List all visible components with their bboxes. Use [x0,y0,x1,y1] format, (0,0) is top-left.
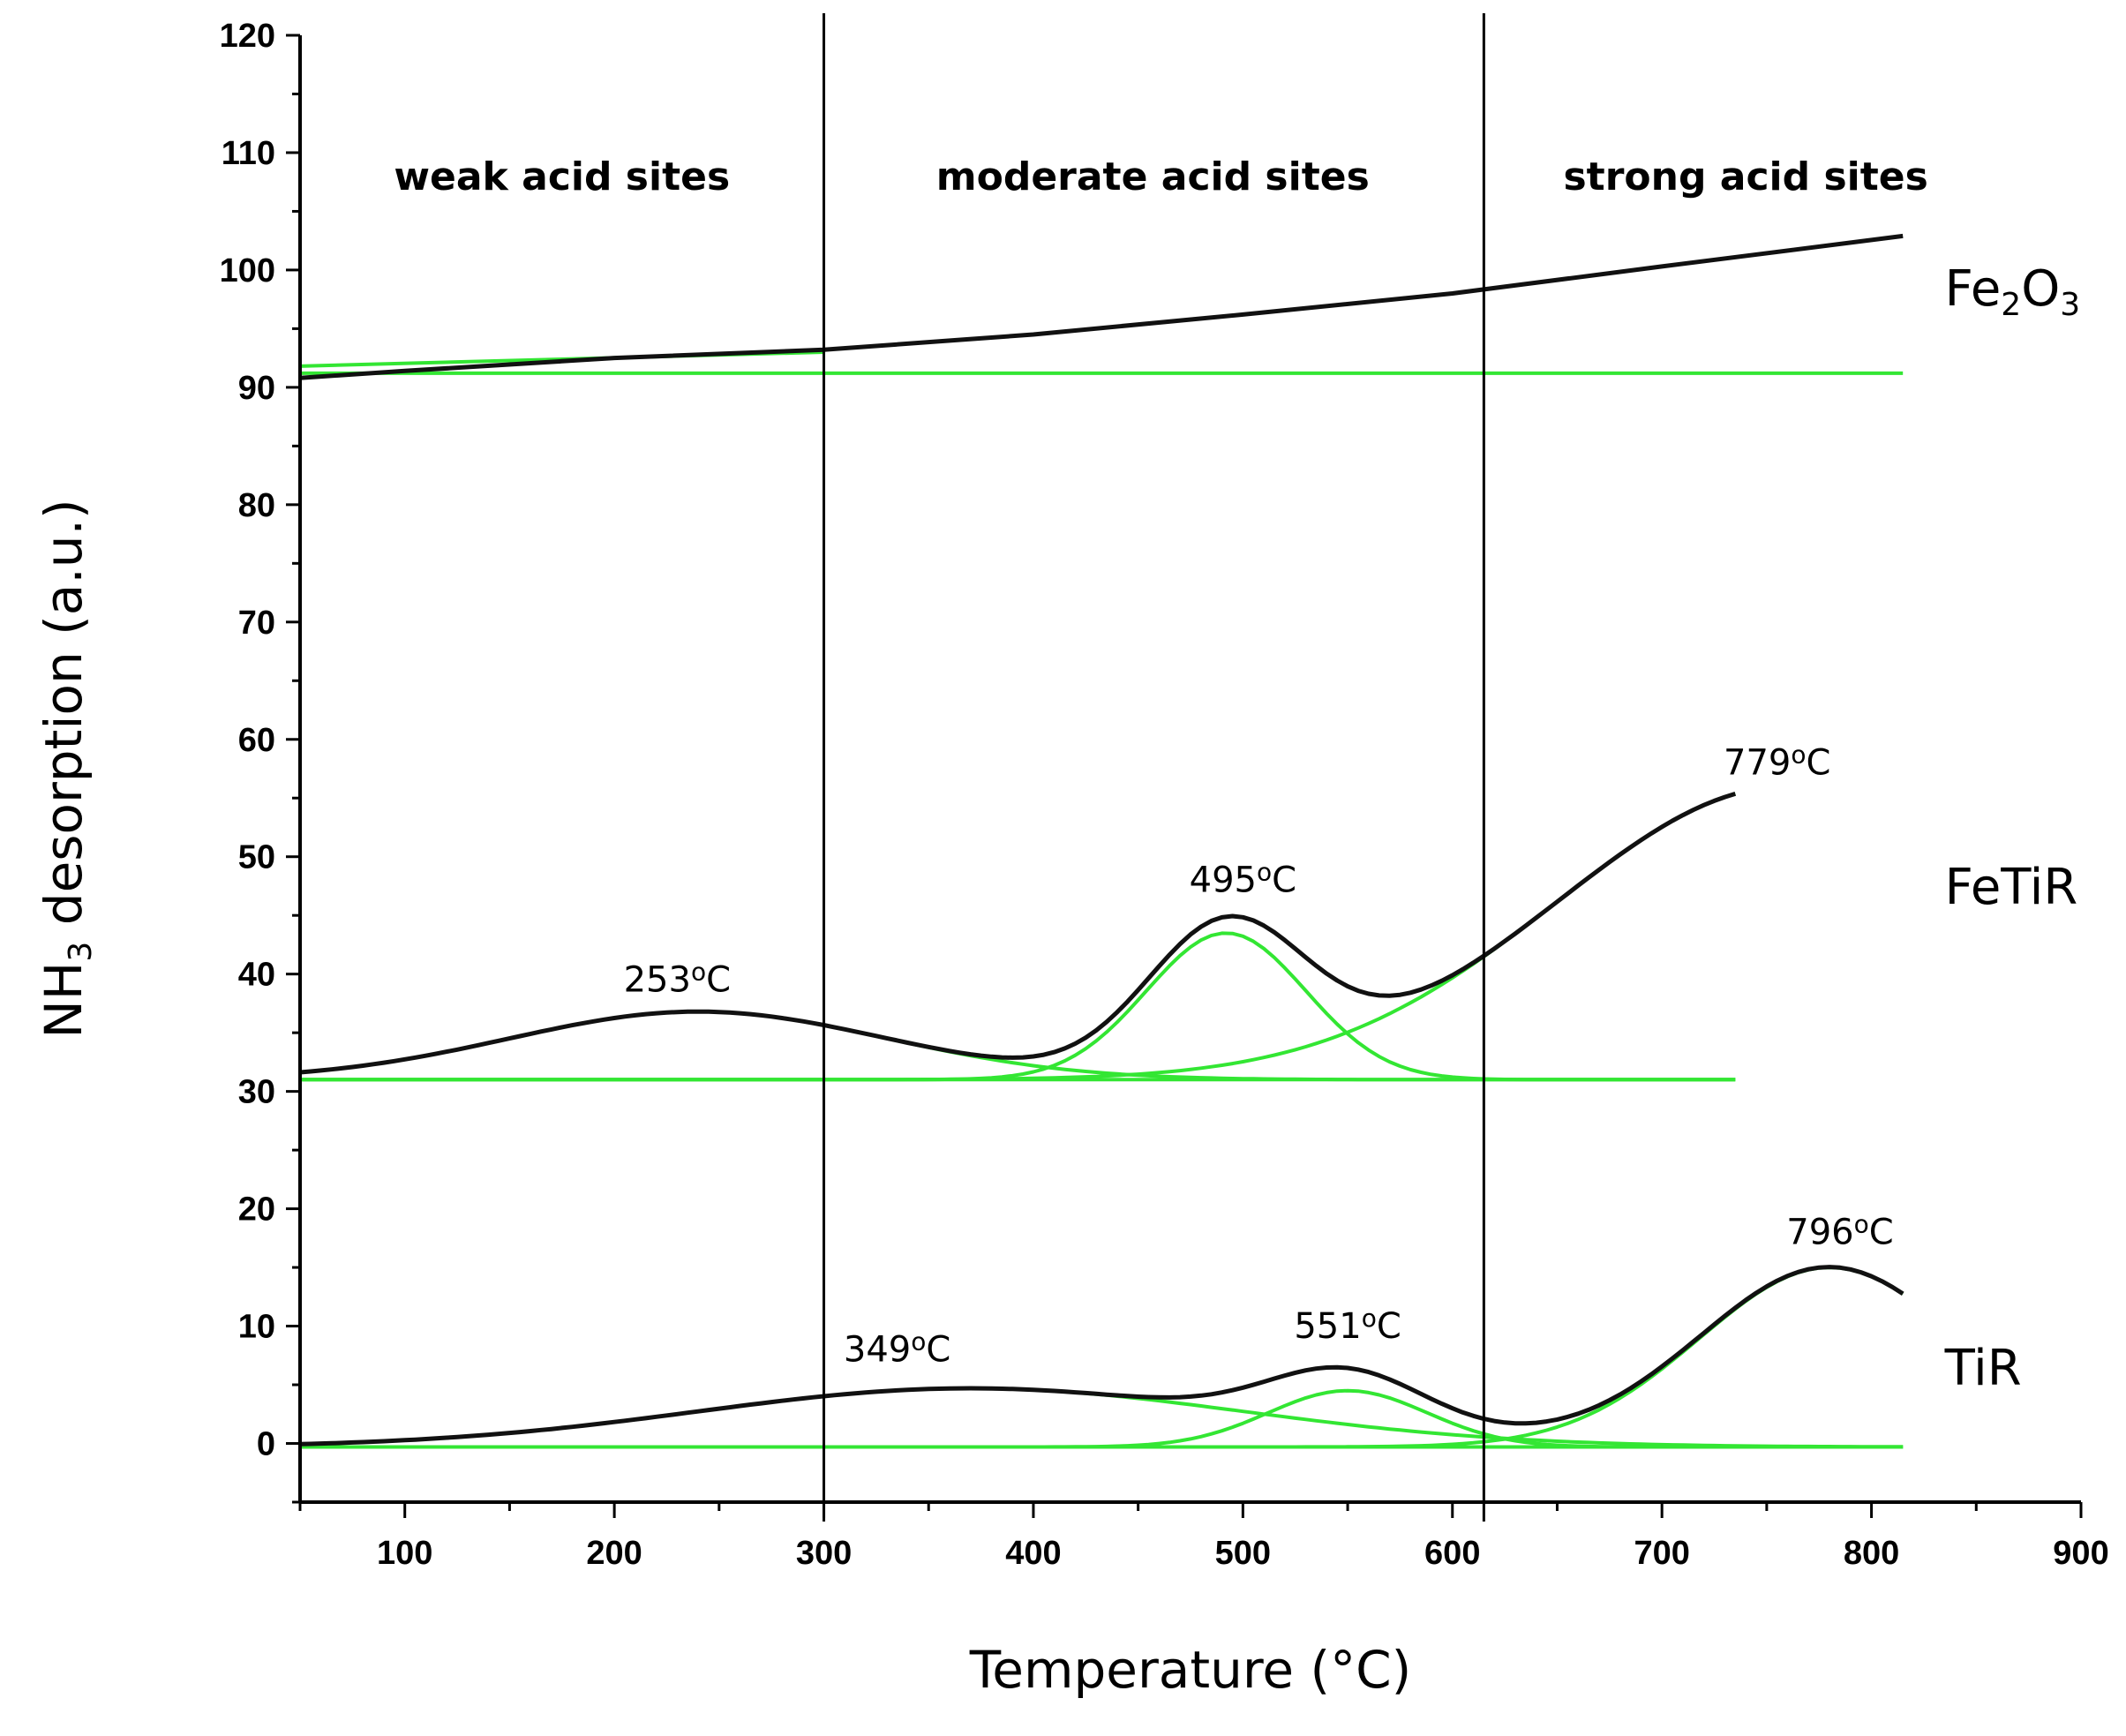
peak-label: 495oC [1190,858,1296,901]
peak-label: 253oC [624,958,731,1001]
peak-label-degree: o [1257,858,1272,887]
x-tick-label: 100 [377,1535,432,1572]
x-tick-label: 900 [2053,1535,2108,1572]
peak-label-unit: C [706,960,731,1001]
series-label: FeTiR [1945,859,2078,916]
series-label-subscript: 2 [2001,287,2021,323]
peak-label-value: 796 [1786,1212,1853,1252]
peak-label: 551oC [1294,1304,1401,1347]
x-axis-title: Temperature (°C) [969,1640,1412,1700]
peak-label: 349oC [844,1327,950,1371]
fetir-envelope [299,792,1737,1075]
series-label: Fe2O3 [1945,260,2081,323]
series-label-part: Fe [1945,260,2002,318]
y-tick-label: 10 [238,1309,275,1346]
tir-envelope [299,1265,1904,1447]
peak-label-value: 253 [624,960,691,1001]
peak-label-value: 495 [1190,860,1257,901]
y-tick-label: 110 [222,135,275,172]
peak-label-degree: o [911,1327,926,1356]
peak-label-degree: o [691,958,706,987]
peak-label-unit: C [1807,743,1831,784]
ticks: 0 10 20 30 40 50 60 70 80 90 100 110 120 100 200 300 400… [220,18,2109,1572]
x-tick-label: 300 [796,1535,852,1572]
y-tick-label: 80 [238,487,275,524]
y-tick-label: 70 [238,605,275,642]
labels: weak acid sites moderate acid sites strong… [394,154,2080,1397]
x-tick-label: 400 [1005,1535,1061,1572]
x-tick-label: 800 [1844,1535,1899,1572]
fetir-component-1 [299,1010,1736,1082]
region-label: moderate acid sites [936,154,1370,199]
plot-area [299,13,1904,1522]
region-label: weak acid sites [394,154,730,199]
fe2o3-curve [299,233,1904,380]
peak-label-unit: C [1377,1306,1401,1347]
x-tick-label: 600 [1424,1535,1480,1572]
x-tick-label: 200 [586,1535,642,1572]
y-tick-label: 0 [257,1426,275,1463]
peak-label-value: 551 [1294,1306,1361,1347]
y-tick-label: 90 [238,370,275,407]
y-tick-label: 60 [238,722,275,759]
axes [298,35,2081,1504]
y-tick-label: 120 [220,18,275,55]
y-title-rest: desorption (a.u.) [34,499,94,941]
tir-component-3 [300,1266,1904,1449]
y-tick-label: 50 [238,839,275,876]
y-axis-title: NH3 desorption (a.u.) [34,499,99,1038]
series-label-subscript: 3 [2060,287,2080,323]
peak-label-unit: C [926,1329,950,1370]
region-label: strong acid sites [1563,154,1927,199]
y-title-sub: 3 [63,942,99,962]
x-tick-label: 700 [1634,1535,1689,1572]
tir-component-1 [299,1387,1904,1449]
y-tick-label: 30 [238,1074,275,1111]
peak-label-degree: o [1791,740,1806,770]
y-tick-label: 100 [220,252,275,289]
peak-label-value: 779 [1724,743,1791,784]
x-tick-label: 500 [1215,1535,1271,1572]
peak-label-degree: o [1854,1210,1869,1239]
y-tick-label: 20 [238,1191,275,1229]
y-tick-label: 40 [238,957,275,994]
peak-label-unit: C [1272,860,1296,901]
peak-label-value: 349 [844,1329,911,1370]
peak-label: 796oC [1786,1210,1893,1253]
series-label: TiR [1944,1340,2022,1397]
y-title-base: NH [34,962,94,1039]
peak-label-unit: C [1869,1212,1894,1252]
tir-component-2 [300,1388,1904,1449]
series-label-part: O [2021,260,2060,318]
peak-label-degree: o [1362,1304,1377,1333]
peak-label: 779oC [1724,740,1830,784]
